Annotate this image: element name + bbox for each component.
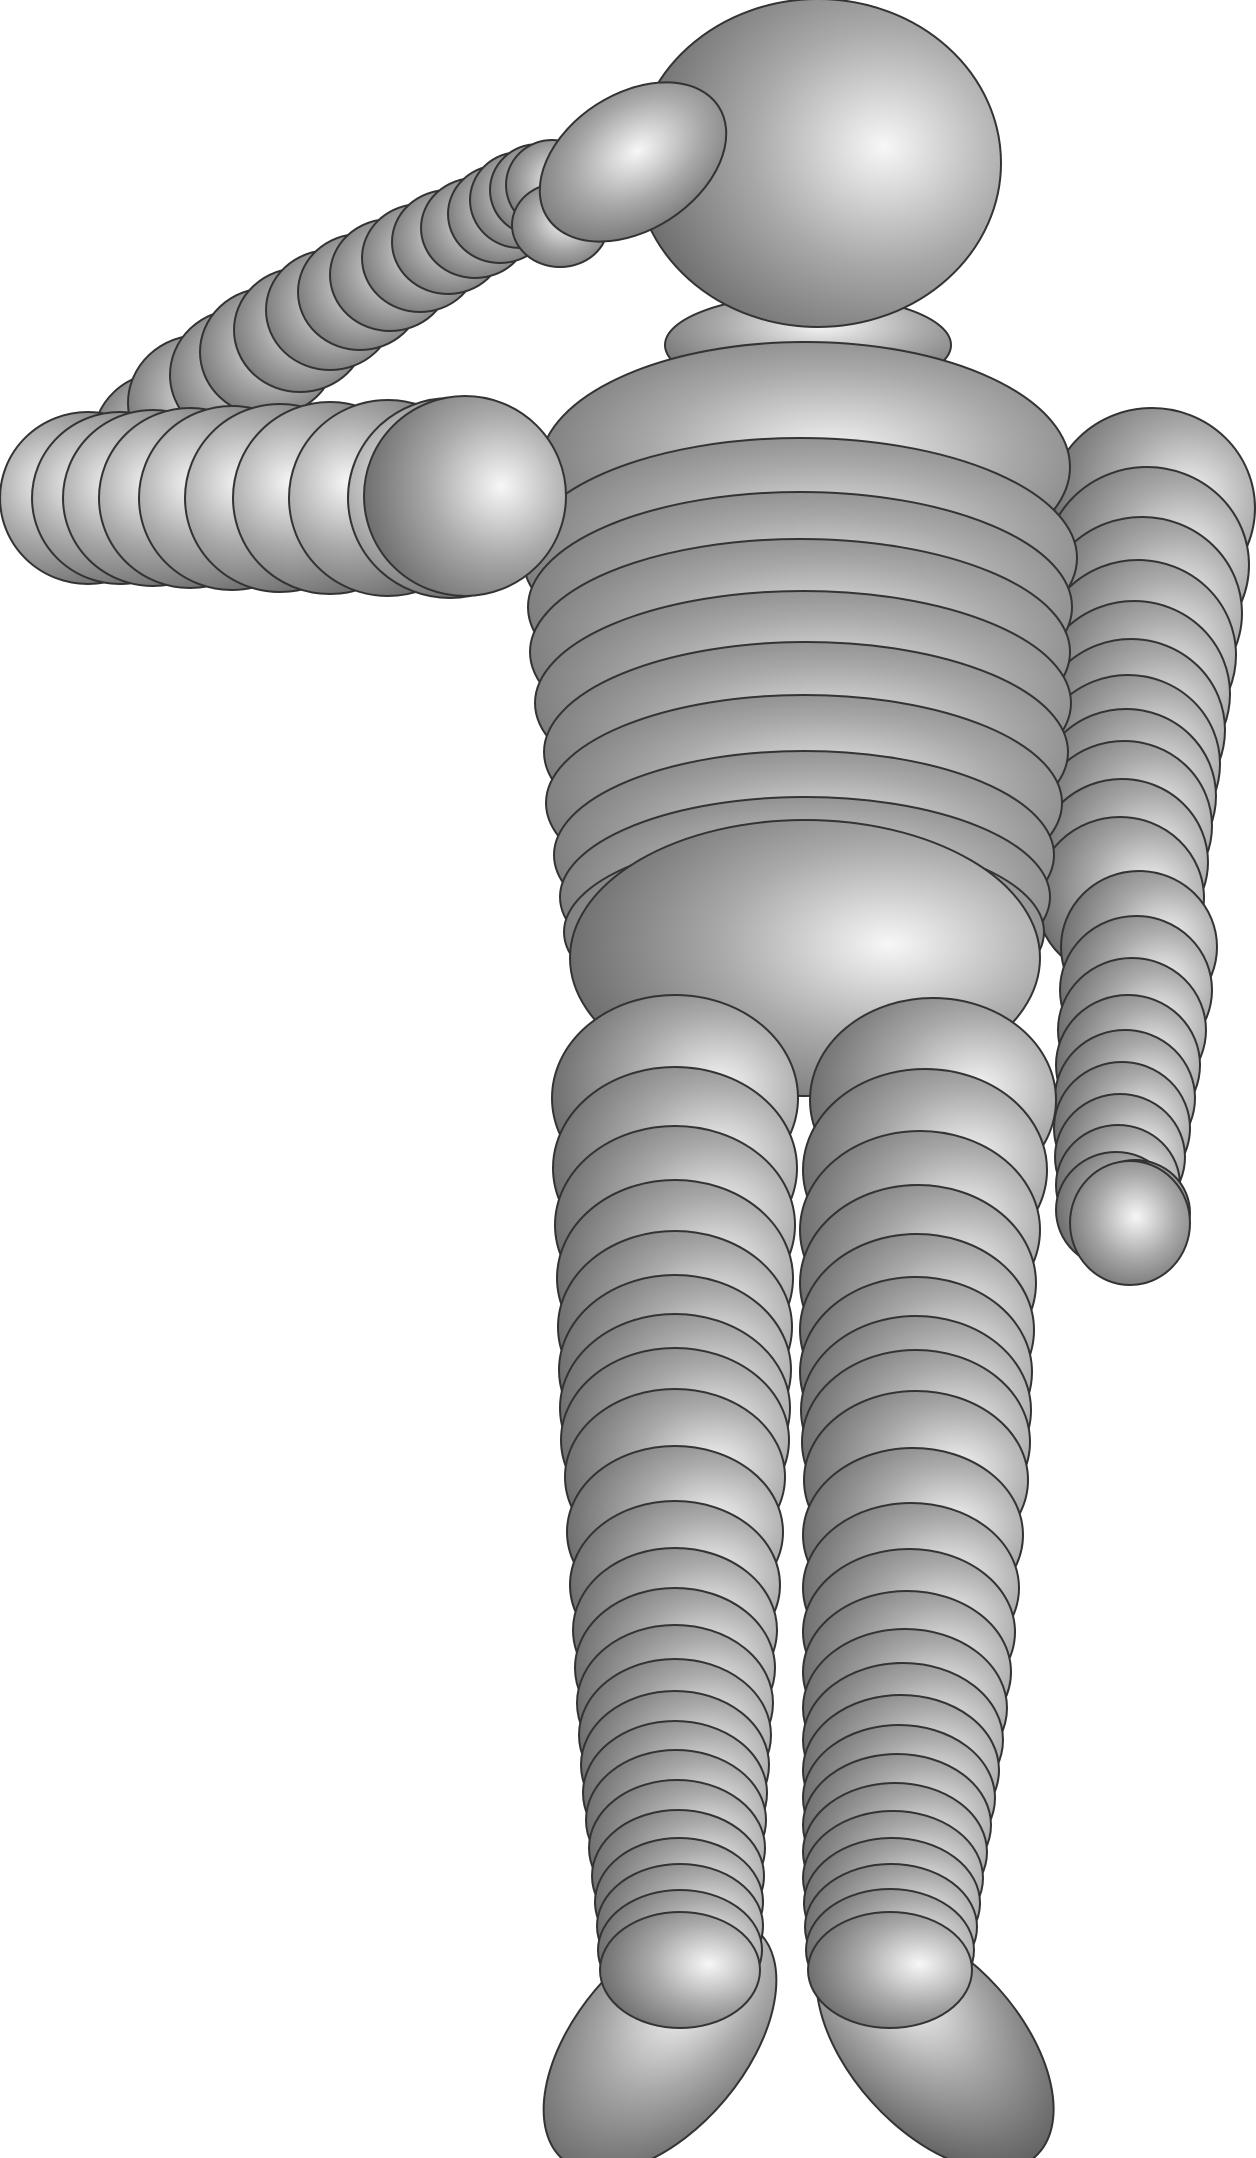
right-leg bbox=[799, 997, 1057, 2029]
saluting-hand bbox=[538, 81, 728, 243]
left-leg bbox=[551, 994, 799, 2029]
hanging-arm bbox=[1035, 407, 1256, 1286]
torso bbox=[522, 341, 1078, 1097]
feet bbox=[542, 1916, 1055, 2158]
shoulder bbox=[363, 395, 567, 597]
ankle bbox=[599, 1911, 761, 2029]
ankle bbox=[807, 1911, 973, 2029]
saluting-upper-arm bbox=[0, 395, 567, 599]
hanging-hand bbox=[1069, 1160, 1191, 1286]
